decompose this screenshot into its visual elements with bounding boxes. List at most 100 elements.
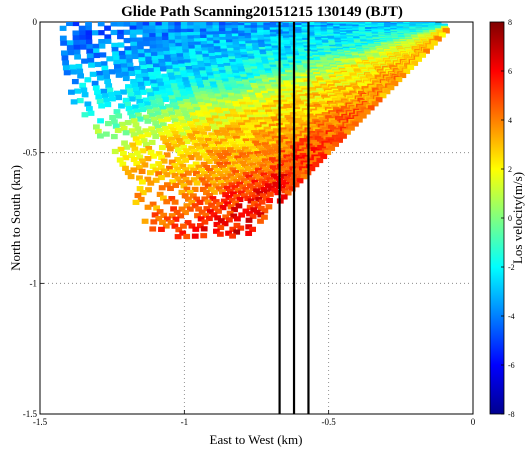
velocity-cell [80,87,88,93]
velocity-cell [164,58,172,64]
velocity-cell [74,54,81,60]
velocity-cell [107,91,115,98]
velocity-cell [92,17,99,22]
velocity-cell [185,117,192,123]
velocity-cell [207,46,215,53]
velocity-cell [196,146,203,152]
velocity-cell [208,109,216,115]
velocity-cell [137,102,145,109]
velocity-cell [98,103,106,109]
velocity-cell [202,123,210,129]
velocity-cell [123,144,131,150]
velocity-cell [170,57,178,63]
velocity-cell [195,206,203,212]
velocity-cell [226,147,234,153]
velocity-cell [149,79,157,85]
velocity-cell [112,55,120,61]
velocity-cell [209,180,217,186]
colorbar-tick-label: -4 [508,312,515,321]
velocity-cell [203,155,211,161]
velocity-cell [232,135,240,142]
velocity-cell [234,78,242,84]
velocity-cell [110,29,118,36]
velocity-cell [158,85,166,92]
velocity-cell [86,48,94,54]
velocity-cell [231,206,238,213]
velocity-cell [205,89,213,95]
velocity-cell [219,204,227,211]
velocity-cell [164,61,172,67]
velocity-cell [232,170,240,176]
velocity-cell [91,30,99,36]
velocity-cell [60,50,68,56]
velocity-cell [237,66,245,72]
velocity-cell [170,140,178,146]
velocity-cell [134,95,142,101]
velocity-cell [134,112,142,118]
velocity-cell [174,42,182,49]
velocity-cell [217,85,225,92]
velocity-cell [122,165,129,171]
velocity-cell [237,225,245,231]
velocity-cell [220,138,227,144]
velocity-cell [174,147,182,153]
velocity-cell [203,63,211,69]
velocity-cell [119,161,127,167]
velocity-cell [274,190,282,196]
velocity-cell [131,82,139,89]
velocity-cell [162,47,170,53]
vertical-markers [278,22,310,414]
velocity-cell [193,71,200,77]
velocity-cell [237,35,245,42]
velocity-cell [202,0,209,2]
velocity-cell [119,0,126,1]
velocity-cell [92,124,100,130]
velocity-cell [114,68,122,74]
velocity-cell [73,16,80,21]
velocity-cell [79,7,86,12]
velocity-cell [253,209,261,215]
velocity-cell [104,78,112,85]
velocity-cell [204,199,212,205]
velocity-cell [208,55,216,62]
velocity-cell [98,17,105,22]
velocity-cell [70,99,78,105]
velocity-cell [97,22,105,27]
velocity-cell [142,76,150,83]
velocity-cell [230,64,238,70]
velocity-cell [125,0,132,2]
velocity-cell [222,60,230,66]
velocity-cell [187,38,195,44]
velocity-cell [169,114,177,120]
velocity-cell [207,120,215,126]
velocity-cell [222,214,230,220]
velocity-cell [175,78,183,84]
velocity-cell [224,113,232,120]
velocity-cell [227,53,235,59]
velocity-cell [245,224,253,230]
velocity-cell [215,96,223,102]
velocity-cell [193,31,201,38]
velocity-cell [189,97,196,103]
velocity-cell [123,37,131,44]
velocity-cell [231,22,238,28]
velocity-cell [186,189,194,196]
velocity-cell [187,93,195,100]
velocity-cell [229,149,237,156]
velocity-cell [144,156,152,162]
velocity-cell [178,189,186,195]
velocity-cell [182,49,189,55]
velocity-cell [125,54,133,60]
velocity-cell [236,149,244,155]
velocity-cell [156,47,164,54]
velocity-cell [222,176,230,182]
velocity-cell [187,35,194,41]
velocity-cell [195,174,203,180]
velocity-cell [135,29,143,35]
velocity-cell [92,48,100,54]
velocity-cell [218,22,226,28]
velocity-cell [181,110,189,117]
velocity-cell [265,204,273,210]
velocity-cell [245,230,253,236]
